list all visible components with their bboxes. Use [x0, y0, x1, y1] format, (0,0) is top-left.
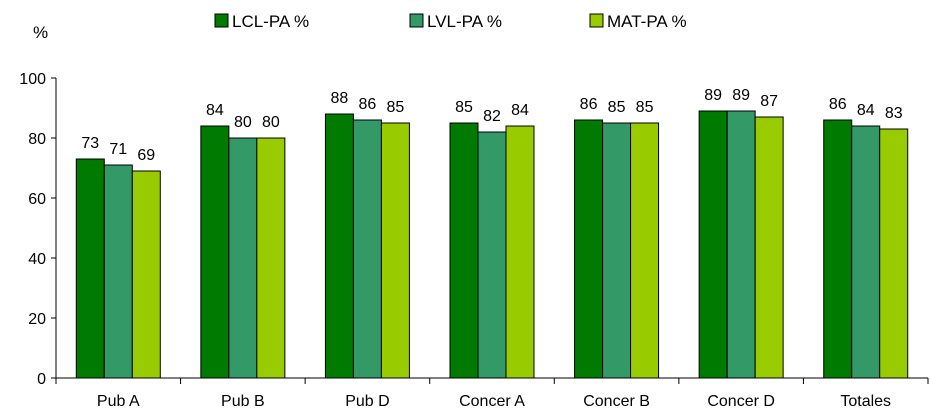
- x-tick-label-concer-b: Concer B: [583, 393, 650, 410]
- data-label-lvl-pa-concer-b: 85: [608, 99, 626, 116]
- y-tick-label: 20: [28, 311, 46, 328]
- data-label-mat-pa-concer-b: 85: [636, 99, 654, 116]
- bar-mat-pa-concer-d: [754, 116, 784, 379]
- legend-label-mat-pa: MAT-PA %: [607, 12, 687, 31]
- data-label-lcl-pa-totales: 86: [829, 96, 847, 113]
- bar-mat-pa-totales: [879, 128, 909, 379]
- bars: [75, 110, 909, 379]
- data-label-mat-pa-concer-a: 84: [511, 102, 529, 119]
- legend-label-lcl-pa: LCL-PA %: [232, 12, 309, 31]
- bar-lcl-pa-pub-a: [75, 158, 105, 379]
- bar-lcl-pa-pub-b: [200, 125, 230, 379]
- bar-lcl-pa-concer-b: [574, 119, 604, 379]
- bar-mat-pa-pub-b: [256, 137, 286, 379]
- data-label-lvl-pa-pub-b: 80: [234, 114, 252, 131]
- bar-mat-pa-concer-a: [505, 125, 535, 379]
- data-label-lcl-pa-pub-a: 73: [81, 135, 99, 152]
- bar-lvl-pa-totales: [851, 125, 881, 379]
- data-label-lcl-pa-concer-a: 85: [455, 99, 473, 116]
- y-axis-label: %: [33, 23, 48, 42]
- legend: LCL-PA % LVL-PA % MAT-PA %: [214, 12, 687, 31]
- bar-mat-pa-concer-b: [630, 122, 660, 379]
- data-labels: 73 84 88 85 86 89 86 71 80 86 82 85 89 84 69 80 85 84 85 87…: [81, 87, 902, 164]
- legend-swatch-lcl-pa: [214, 13, 229, 28]
- bar-lvl-pa-concer-a: [477, 131, 507, 379]
- y-tick-label: 100: [19, 71, 46, 88]
- x-tick-label-concer-a: Concer A: [459, 393, 525, 410]
- x-tick-label-totales: Totales: [840, 393, 891, 410]
- bar-lvl-pa-pub-b: [228, 137, 258, 379]
- y-tick-label: 40: [28, 251, 46, 268]
- data-label-lcl-pa-concer-d: 89: [704, 87, 722, 104]
- x-tick-label-pub-d: Pub D: [345, 393, 389, 410]
- bar-lcl-pa-concer-d: [698, 110, 728, 379]
- data-label-lvl-pa-concer-a: 82: [483, 108, 501, 125]
- y-tick-label: 0: [37, 371, 46, 388]
- bar-lcl-pa-pub-d: [324, 113, 354, 379]
- data-label-lcl-pa-pub-d: 88: [331, 90, 349, 107]
- x-tick-label-concer-d: Concer D: [707, 393, 775, 410]
- bar-mat-pa-pub-d: [380, 122, 410, 379]
- x-tick-label-pub-b: Pub B: [221, 393, 265, 410]
- bar-lvl-pa-pub-a: [103, 164, 133, 379]
- data-label-mat-pa-pub-d: 85: [387, 99, 405, 116]
- x-tick-label-pub-a: Pub A: [97, 393, 140, 410]
- bar-lvl-pa-pub-d: [352, 119, 382, 379]
- bar-lcl-pa-concer-a: [449, 122, 479, 379]
- data-label-lcl-pa-pub-b: 84: [206, 102, 224, 119]
- bar-lcl-pa-totales: [823, 119, 853, 379]
- y-tick-label: 80: [28, 131, 46, 148]
- data-label-mat-pa-concer-d: 87: [760, 93, 778, 110]
- data-label-lvl-pa-pub-d: 86: [359, 96, 377, 113]
- legend-swatch-mat-pa: [589, 13, 604, 28]
- legend-swatch-lvl-pa: [409, 13, 424, 28]
- data-label-lvl-pa-totales: 84: [857, 102, 875, 119]
- x-axis: Pub A Pub B Pub D Concer A Concer B Concer D T…: [55, 377, 929, 410]
- bar-lvl-pa-concer-d: [726, 110, 756, 379]
- data-label-lvl-pa-pub-a: 71: [109, 141, 127, 158]
- data-label-lvl-pa-concer-d: 89: [732, 87, 750, 104]
- bar-mat-pa-pub-a: [131, 170, 161, 379]
- y-axis: 0 20 40 60 80 100: [19, 71, 57, 388]
- bar-lvl-pa-concer-b: [602, 122, 632, 379]
- data-label-mat-pa-pub-a: 69: [137, 147, 155, 164]
- data-label-lcl-pa-concer-b: 86: [580, 96, 598, 113]
- data-label-mat-pa-pub-b: 80: [262, 114, 280, 131]
- y-tick-label: 60: [28, 191, 46, 208]
- data-label-mat-pa-totales: 83: [885, 105, 903, 122]
- legend-label-lvl-pa: LVL-PA %: [427, 12, 502, 31]
